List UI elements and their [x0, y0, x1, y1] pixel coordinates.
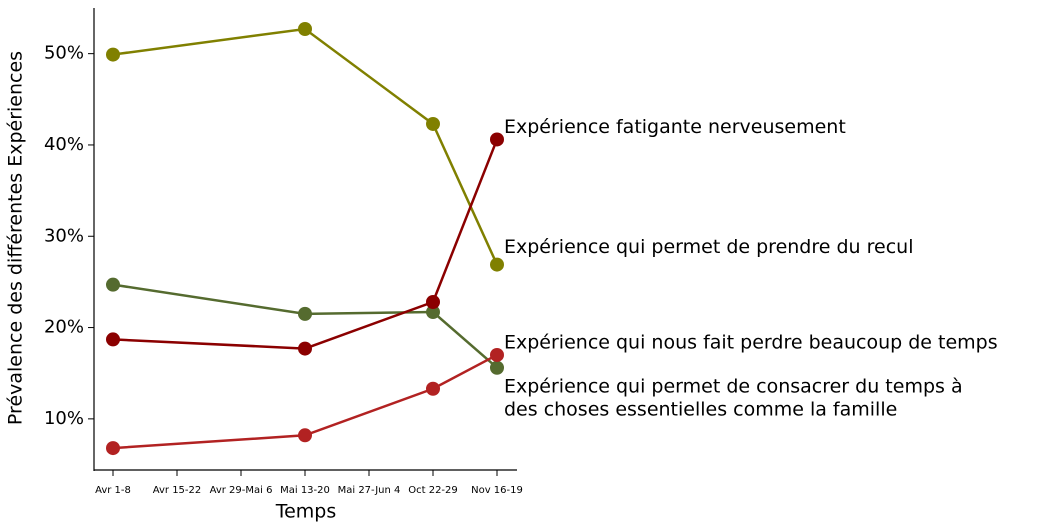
- series-line: [112, 283, 498, 369]
- point: [298, 306, 312, 321]
- y-tick-label: 40%: [44, 134, 84, 155]
- point: [298, 341, 312, 356]
- point: [106, 332, 120, 347]
- y-tick-label: 10%: [44, 408, 84, 429]
- series-line: [112, 353, 498, 450]
- point: [106, 277, 120, 292]
- point: [490, 360, 504, 375]
- series-label: Expérience fatigante nerveusement: [504, 116, 846, 138]
- x-tick-label: Mai 13-20: [280, 485, 330, 496]
- x-axis-label: Temps: [275, 501, 337, 523]
- point: [106, 47, 120, 62]
- y-tick-label: 20%: [44, 317, 84, 338]
- series-line: [112, 139, 499, 350]
- point: [426, 295, 440, 309]
- x-tick-label: Oct 22-29: [408, 485, 458, 496]
- point: [106, 441, 120, 456]
- point: [426, 305, 440, 320]
- x-tick-label: Avr 15-22: [153, 485, 202, 496]
- x-tick-label: Mai 27-Jun 4: [338, 485, 401, 496]
- x-tick-label: Avr 1-8: [95, 485, 131, 496]
- y-tick-label: 30%: [44, 225, 84, 246]
- y-tick-label: 50%: [44, 43, 84, 64]
- series-label: Expérience qui permet de consacrer du te…: [504, 375, 963, 420]
- series-label: Expérience qui permet de prendre du recu…: [504, 236, 913, 258]
- x-tick-label: Nov 16-19: [471, 485, 523, 496]
- series-line: [112, 27, 499, 266]
- y-axis-label: Prévalence des différentes Expériences: [5, 51, 27, 425]
- point: [298, 428, 312, 443]
- point: [490, 132, 504, 147]
- x-tick-label: Avr 29-Mai 6: [210, 485, 273, 496]
- series-label: Expérience qui nous fait perdre beaucoup…: [504, 331, 998, 353]
- point: [426, 381, 440, 396]
- point: [490, 257, 504, 272]
- point: [490, 347, 504, 362]
- point: [298, 22, 312, 36]
- point: [426, 116, 440, 131]
